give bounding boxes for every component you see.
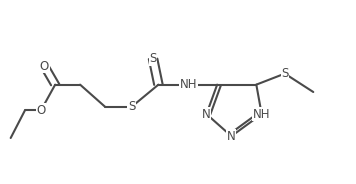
Text: N: N (227, 130, 236, 143)
Text: O: O (36, 104, 46, 117)
Text: S: S (150, 52, 157, 65)
Text: S: S (281, 67, 288, 80)
Text: N: N (202, 108, 211, 121)
Text: NH: NH (180, 78, 198, 91)
Text: S: S (128, 100, 135, 113)
Text: O: O (40, 60, 49, 73)
Text: NH: NH (253, 108, 271, 121)
